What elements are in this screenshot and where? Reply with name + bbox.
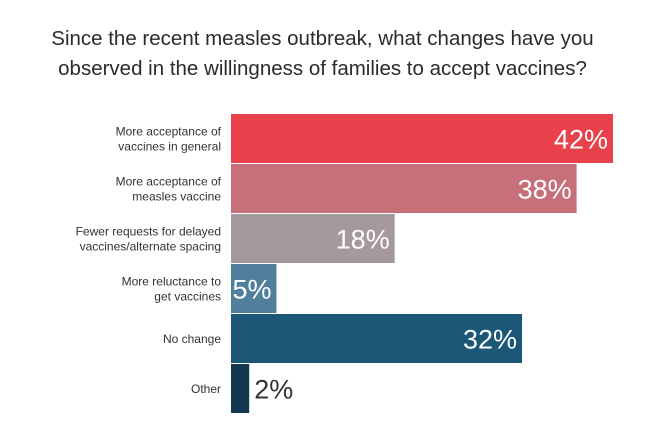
chart-title-line-2: observed in the willingness of families … xyxy=(58,57,587,80)
category-label-1: More acceptance of measles vaccine xyxy=(116,175,222,204)
category-label-3: More reluctance to get vaccines xyxy=(122,275,222,304)
bar-2 xyxy=(231,214,395,263)
category-label-line: Other xyxy=(191,382,221,396)
category-label-5: Other xyxy=(191,382,221,396)
category-label-0: More acceptance of vaccines in general xyxy=(116,125,222,154)
category-label-line: measles vaccine xyxy=(132,190,221,204)
category-label-4: No change xyxy=(163,332,221,346)
category-label-line: vaccines/alternate spacing xyxy=(80,240,221,254)
value-label-4: 32% xyxy=(463,325,517,355)
category-label-line: vaccines in general xyxy=(118,140,221,154)
chart-title: Since the recent measles outbreak, what … xyxy=(0,24,645,84)
chart-title-line-1: Since the recent measles outbreak, what … xyxy=(51,27,594,50)
category-label-line: More reluctance to xyxy=(122,275,222,289)
value-label-5: 2% xyxy=(254,375,293,405)
bar-5 xyxy=(231,364,250,413)
category-label-2: Fewer requests for delayed vaccines/alter… xyxy=(76,225,221,254)
bar-1 xyxy=(231,164,577,213)
value-label-2: 18% xyxy=(336,225,390,255)
category-label-line: Fewer requests for delayed xyxy=(76,225,221,239)
bar-0 xyxy=(231,114,613,163)
bar-4 xyxy=(231,314,523,363)
value-label-0: 42% xyxy=(554,125,608,155)
bar-3 xyxy=(231,264,277,313)
category-label-line: No change xyxy=(163,332,221,346)
category-label-line: More acceptance of xyxy=(116,125,222,139)
value-label-1: 38% xyxy=(518,175,572,205)
value-label-3: 5% xyxy=(232,275,271,305)
category-label-line: get vaccines xyxy=(154,290,221,304)
category-label-line: More acceptance of xyxy=(116,175,222,189)
